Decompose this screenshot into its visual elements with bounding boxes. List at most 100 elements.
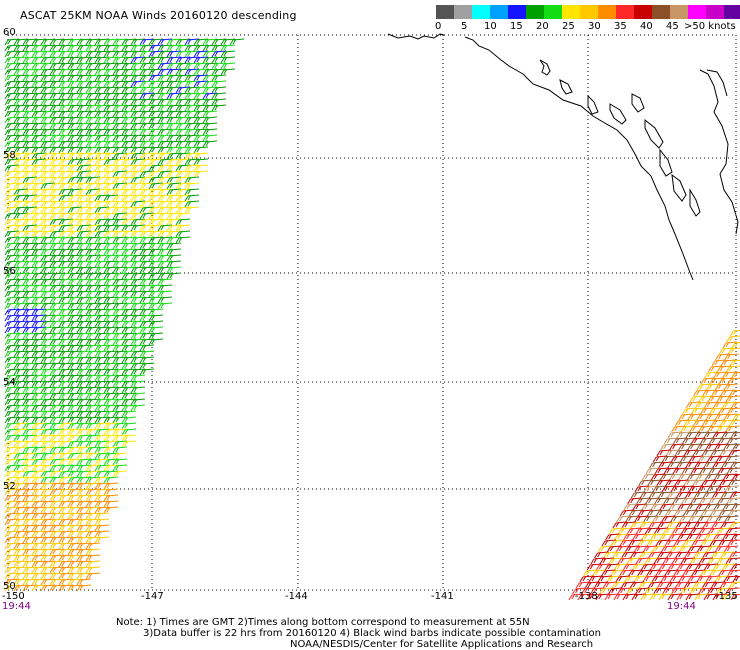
wind-barb	[121, 110, 137, 118]
wind-barb	[726, 437, 740, 445]
wind-barb	[94, 338, 110, 346]
wind-barb	[49, 38, 65, 46]
wind-barb	[22, 152, 38, 160]
wind-barb	[94, 524, 110, 532]
wind-barb	[85, 488, 101, 496]
wind-barb	[148, 272, 164, 280]
wind-barb	[711, 551, 726, 559]
wind-barb	[714, 383, 730, 391]
wind-barb	[40, 176, 56, 184]
wind-barb	[148, 212, 164, 220]
wind-barb	[671, 425, 686, 433]
wind-barb	[67, 188, 83, 196]
wind-barb	[49, 308, 65, 316]
wind-barb	[121, 272, 137, 280]
wind-barb	[94, 482, 110, 490]
wind-barb	[707, 395, 722, 403]
wind-barb	[67, 134, 83, 142]
wind-barb	[112, 284, 128, 292]
wind-barb	[22, 518, 38, 526]
wind-barb	[85, 296, 101, 304]
wind-barb	[58, 404, 74, 412]
wind-barb	[680, 425, 695, 433]
wind-barb	[694, 563, 710, 571]
wind-barb	[103, 500, 119, 508]
lon-label: -150	[2, 591, 25, 602]
wind-barb	[94, 464, 110, 472]
wind-barb	[4, 410, 20, 418]
wind-barb	[58, 458, 74, 466]
wind-barb	[121, 380, 137, 388]
wind-barb	[67, 458, 83, 466]
wind-barb	[148, 296, 164, 304]
wind-barb	[31, 140, 47, 148]
wind-barb	[94, 182, 110, 190]
wind-barb	[49, 260, 65, 268]
wind-barb	[139, 62, 155, 70]
wind-barb	[184, 104, 200, 112]
wind-barb	[193, 116, 209, 124]
wind-barb	[22, 146, 38, 154]
wind-barb	[94, 188, 110, 196]
wind-barb	[85, 134, 101, 142]
wind-barb	[67, 266, 83, 274]
wind-barb	[40, 482, 56, 490]
wind-barb	[130, 164, 146, 172]
wind-barb	[58, 290, 74, 298]
wind-barb	[31, 392, 47, 400]
wind-barb	[67, 434, 83, 442]
wind-barb	[22, 266, 38, 274]
wind-barb	[31, 206, 47, 214]
wind-barb	[76, 38, 92, 46]
wind-barb	[31, 302, 47, 310]
wind-barb	[85, 278, 101, 286]
wind-barb	[175, 158, 191, 166]
wind-barb	[184, 38, 200, 46]
wind-barb	[40, 254, 56, 262]
wind-barb	[58, 548, 74, 556]
wind-barb	[22, 350, 38, 358]
wind-barb	[31, 176, 47, 184]
wind-barb	[711, 521, 726, 529]
wind-barb	[175, 50, 191, 58]
wind-barb	[701, 479, 716, 487]
wind-barb	[670, 515, 685, 523]
wind-barb	[4, 434, 20, 442]
wind-barb	[112, 236, 128, 244]
wind-barb	[94, 392, 110, 400]
wind-barb	[76, 326, 92, 334]
wind-barb	[103, 446, 119, 454]
wind-barb	[720, 359, 735, 367]
wind-barb	[148, 86, 164, 94]
wind-barb	[31, 440, 47, 448]
wind-barb	[103, 176, 119, 184]
wind-barb	[13, 422, 29, 430]
legend-swatch	[706, 5, 724, 19]
wind-barb	[40, 566, 56, 574]
wind-barb	[148, 218, 164, 226]
wind-barb	[652, 485, 667, 493]
wind-barb	[130, 398, 146, 406]
wind-barb	[654, 497, 669, 505]
wind-barb	[85, 416, 101, 424]
wind-barb	[13, 50, 29, 58]
wind-barb	[40, 182, 56, 190]
wind-barb	[67, 260, 83, 268]
wind-barb	[716, 557, 731, 565]
wind-barb	[709, 509, 725, 517]
wind-barb	[13, 194, 29, 202]
wind-barb	[727, 347, 740, 355]
wind-barb	[67, 68, 83, 76]
wind-barb	[701, 419, 717, 427]
wind-barb	[684, 521, 699, 529]
wind-barb	[622, 593, 637, 601]
wind-barb	[166, 170, 182, 178]
wind-barb	[673, 569, 688, 577]
wind-barb	[67, 572, 83, 580]
wind-barb	[58, 308, 74, 316]
wind-barb	[49, 398, 65, 406]
wind-barb	[49, 212, 65, 220]
wind-barb	[672, 437, 688, 445]
wind-barb	[691, 407, 706, 415]
